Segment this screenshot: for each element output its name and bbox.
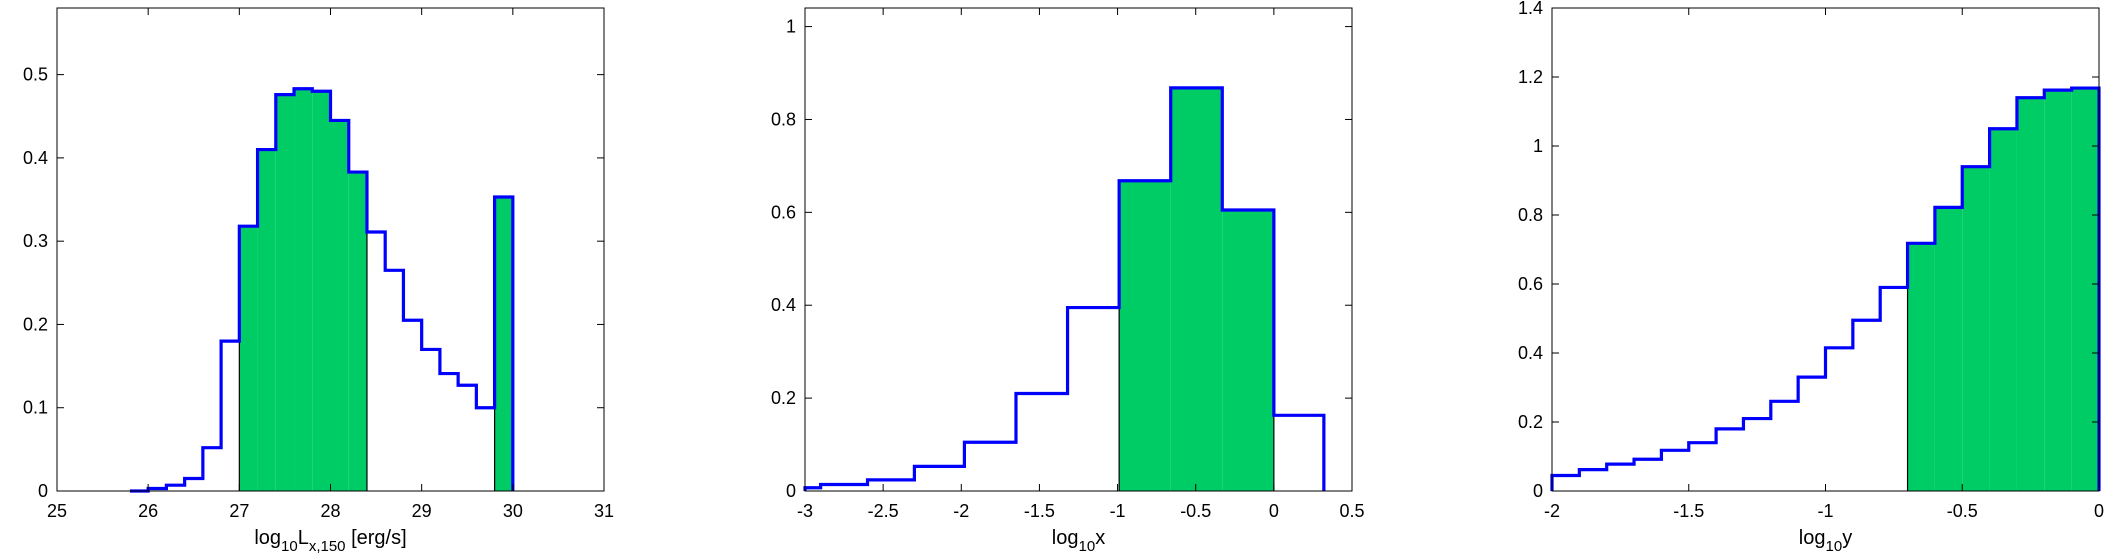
chart-panel-1: 25 26 27 28 29 30 31 0 0.1 0.2 0.3 0.4 0.5 log10Lx,15… — [23, 7, 614, 555]
y-tick-label: 0 — [38, 481, 48, 501]
x-tick-label: 28 — [320, 501, 340, 521]
filled-bar — [1907, 243, 1935, 491]
y-tick-label: 1 — [1533, 136, 1543, 156]
filled-bar — [257, 149, 276, 491]
x-tick-label: 29 — [412, 501, 432, 521]
y-tick-label: 0 — [1533, 481, 1543, 501]
x-axis-label: log10Lx,150 [erg/s] — [254, 527, 406, 555]
y-tick-label: 0.2 — [1518, 412, 1543, 432]
y-tick-label: 0.2 — [771, 388, 796, 408]
y-tick-label: 0.4 — [1518, 343, 1543, 363]
y-tick-label: 0.6 — [1518, 274, 1543, 294]
chart-panel-2: -3 -2.5 -2 -1.5 -1 -0.5 0 0.5 0 0.2 0.4 0.6 0.8 1 log1… — [771, 7, 1365, 555]
y-tick-label: 0.2 — [23, 314, 48, 334]
x-tick-label: -2.5 — [868, 501, 899, 521]
x-tick-label: 0 — [1269, 501, 1279, 521]
x-tick-label: 27 — [229, 501, 249, 521]
axes-box — [804, 7, 1353, 492]
x-axis-label: log10y — [1799, 527, 1852, 555]
filled-bar — [312, 91, 331, 491]
x-tick-label: 25 — [47, 501, 67, 521]
filled-bar — [2016, 97, 2045, 491]
filled-bar — [239, 226, 258, 492]
x-tick-label: -1.5 — [1673, 501, 1704, 521]
y-tick-label: 1.2 — [1518, 67, 1543, 87]
x-tick-label: 26 — [138, 501, 158, 521]
histogram-outline — [803, 86, 1326, 491]
x-tick-label: -1 — [1817, 501, 1833, 521]
x-axis-label: log10x — [1052, 527, 1105, 555]
y-tick-label: 0.8 — [1518, 205, 1543, 225]
y-tick-label: 1.4 — [1518, 0, 1543, 18]
filled-bar — [330, 120, 349, 491]
histogram-outline — [1550, 86, 2101, 491]
histogram-outline — [129, 87, 515, 493]
filled-bar — [1989, 128, 2017, 491]
chart-panel-3: -2 -1.5 -1 -0.5 0 0 0.2 0.4 0.6 0.8 1 1.2 1.4 log10y — [1518, 0, 2104, 555]
filled-bar — [1962, 166, 1990, 491]
y-tick-label: 0.8 — [771, 109, 796, 129]
y-tick-label: 0 — [786, 481, 796, 501]
y-tick-label: 0.3 — [23, 231, 48, 251]
y-tick-label: 0.1 — [23, 398, 48, 418]
x-tick-label: -0.5 — [1180, 501, 1211, 521]
filled-bar — [294, 88, 313, 491]
x-tick-label: 31 — [594, 501, 614, 521]
filled-bar — [2044, 90, 2072, 492]
y-tick-label: 0.6 — [771, 202, 796, 222]
filled-bar — [2071, 88, 2099, 491]
x-tick-label: -1.5 — [1024, 501, 1055, 521]
x-tick-label: -1 — [1110, 501, 1126, 521]
filled-bar — [1170, 87, 1223, 491]
x-tick-label: -2 — [953, 501, 969, 521]
x-tick-label: 30 — [503, 501, 523, 521]
y-tick-label: 0.5 — [23, 65, 48, 85]
x-tick-label: -0.5 — [1947, 501, 1978, 521]
y-tick-label: 0.4 — [771, 295, 796, 315]
y-tick-label: 1 — [786, 17, 796, 37]
filled-bar — [348, 172, 367, 491]
x-tick-label: 0.5 — [1339, 501, 1364, 521]
filled-bar — [1222, 210, 1274, 491]
filled-bar — [1934, 207, 1963, 491]
x-tick-label: -2 — [1544, 501, 1560, 521]
filled-bar — [275, 94, 295, 491]
x-tick-label: 0 — [2094, 501, 2104, 521]
x-tick-label: -3 — [797, 501, 813, 521]
filled-bar — [494, 197, 513, 492]
filled-bar — [1119, 180, 1171, 491]
y-tick-label: 0.4 — [23, 148, 48, 168]
